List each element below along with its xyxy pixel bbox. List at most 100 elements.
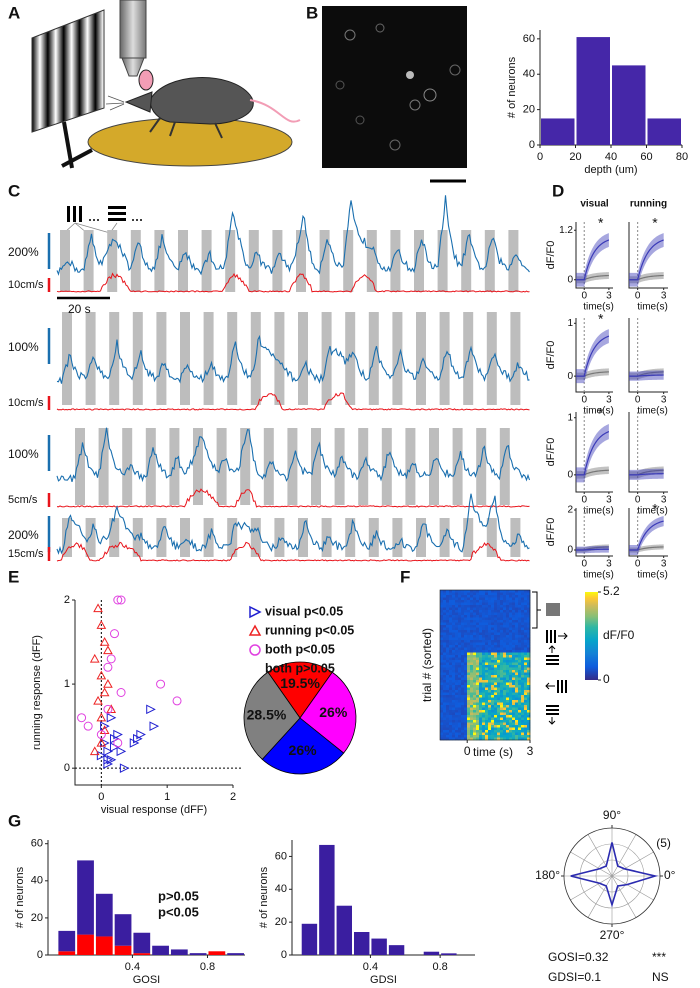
heatmap-cell — [461, 702, 465, 706]
heatmap-cell — [473, 625, 477, 628]
pie-label: 26% — [319, 704, 348, 720]
stimulus-period — [392, 518, 403, 557]
point — [89, 653, 100, 663]
heatmap-cell — [488, 627, 492, 631]
heatmap-cell — [461, 707, 465, 711]
heatmap-cell — [476, 680, 480, 683]
heatmap-cell — [509, 602, 513, 606]
heatmap-cell — [518, 615, 522, 618]
heatmap-cell — [452, 717, 456, 721]
heatmap-cell — [485, 667, 489, 671]
axis-frame — [575, 222, 613, 289]
heatmap-cell — [494, 630, 498, 633]
response-band-mean — [576, 239, 610, 281]
heatmap-cell — [449, 725, 453, 728]
heatmap-cell — [494, 652, 498, 656]
heatmap-cell — [503, 600, 507, 603]
heatmap-cell — [518, 650, 522, 653]
heatmap-cell — [494, 697, 498, 701]
heatmap-cell — [521, 612, 525, 616]
heatmap-cell — [494, 600, 498, 603]
heatmap-cell — [506, 670, 510, 673]
heatmap-cell — [455, 622, 459, 626]
heatmap-cell — [503, 687, 507, 691]
heatmap-cell — [518, 672, 522, 676]
heatmap-cell — [443, 727, 447, 731]
axis-frame — [575, 318, 613, 393]
heatmap-cell — [485, 655, 489, 658]
heatmap-cell — [503, 632, 507, 636]
heatmap-cell — [491, 615, 495, 618]
heatmap-cell — [455, 607, 459, 611]
y-tick-label: 0 — [567, 545, 573, 556]
point — [96, 712, 107, 722]
heatmap-cell — [521, 665, 525, 668]
heatmap-cell — [524, 682, 528, 686]
stimulus-period — [85, 518, 96, 557]
heatmap-cell — [482, 607, 486, 611]
heatmap-cell — [458, 665, 462, 668]
heatmap-cell — [494, 627, 498, 631]
stimulus-period — [476, 428, 487, 505]
heatmap-cell — [455, 605, 459, 608]
heatmap-cell — [506, 727, 510, 731]
heatmap-cell — [470, 725, 474, 728]
heatmap-cell — [440, 670, 444, 673]
heatmap-cell — [452, 630, 456, 633]
panel-label: F — [400, 567, 410, 586]
heatmap-cell — [500, 710, 504, 713]
heatmap-cell — [491, 617, 495, 621]
heatmap-cell — [467, 600, 471, 603]
heatmap-cell — [488, 625, 492, 628]
heatmap-cell — [506, 627, 510, 631]
legend-label: running p<0.05 — [265, 623, 354, 637]
heatmap-cell — [512, 617, 516, 621]
heatmap-cell — [506, 637, 510, 641]
point — [172, 696, 182, 706]
heatmap-cell — [482, 695, 486, 698]
heatmap-cell — [509, 675, 513, 678]
heatmap-cell — [449, 697, 453, 701]
heatmap-cell — [461, 590, 465, 593]
y-axis-label: dF/F0 — [545, 518, 557, 547]
heatmap-cell — [485, 682, 489, 686]
heatmap-cell — [518, 612, 522, 616]
heatmap-cell — [503, 590, 507, 593]
heatmap-cell — [494, 657, 498, 661]
stimulus-period — [345, 518, 356, 557]
heatmap-cell — [482, 632, 486, 636]
point — [100, 721, 110, 731]
heatmap-cell — [461, 672, 465, 676]
heatmap-cell — [458, 597, 462, 601]
heatmap-cell — [440, 687, 444, 691]
x-tick-label: 0 — [635, 495, 641, 506]
heatmap-cell — [446, 737, 450, 741]
heatmap-cell — [482, 627, 486, 631]
annotation: NS — [652, 970, 669, 984]
speed-scale-label: 5cm/s — [8, 494, 38, 506]
heatmap-cell — [476, 687, 480, 691]
heatmap-cell — [479, 677, 483, 681]
stimulus-period — [122, 428, 133, 505]
heatmap-cell — [449, 627, 453, 631]
point — [146, 704, 156, 715]
heatmap-cell — [446, 687, 450, 691]
heatmap-cell — [482, 737, 486, 741]
heatmap-cell — [503, 672, 507, 676]
heatmap-cell — [497, 652, 501, 656]
heatmap-cell — [515, 670, 519, 673]
heatmap-cell — [509, 702, 513, 706]
heatmap-cell — [488, 712, 492, 716]
heatmap-cell — [521, 645, 525, 648]
heatmap-cell — [512, 695, 516, 698]
heatmap-cell — [509, 592, 513, 596]
heatmap-cell — [509, 685, 513, 688]
heatmap-cell — [503, 695, 507, 698]
heatmap-cell — [488, 700, 492, 703]
heatmap-cell — [455, 637, 459, 641]
heatmap-cell — [440, 632, 444, 636]
heatmap-cell — [452, 665, 456, 668]
heatmap-cell — [473, 640, 477, 643]
heatmap-cell — [521, 607, 525, 611]
heatmap-cell — [452, 677, 456, 681]
